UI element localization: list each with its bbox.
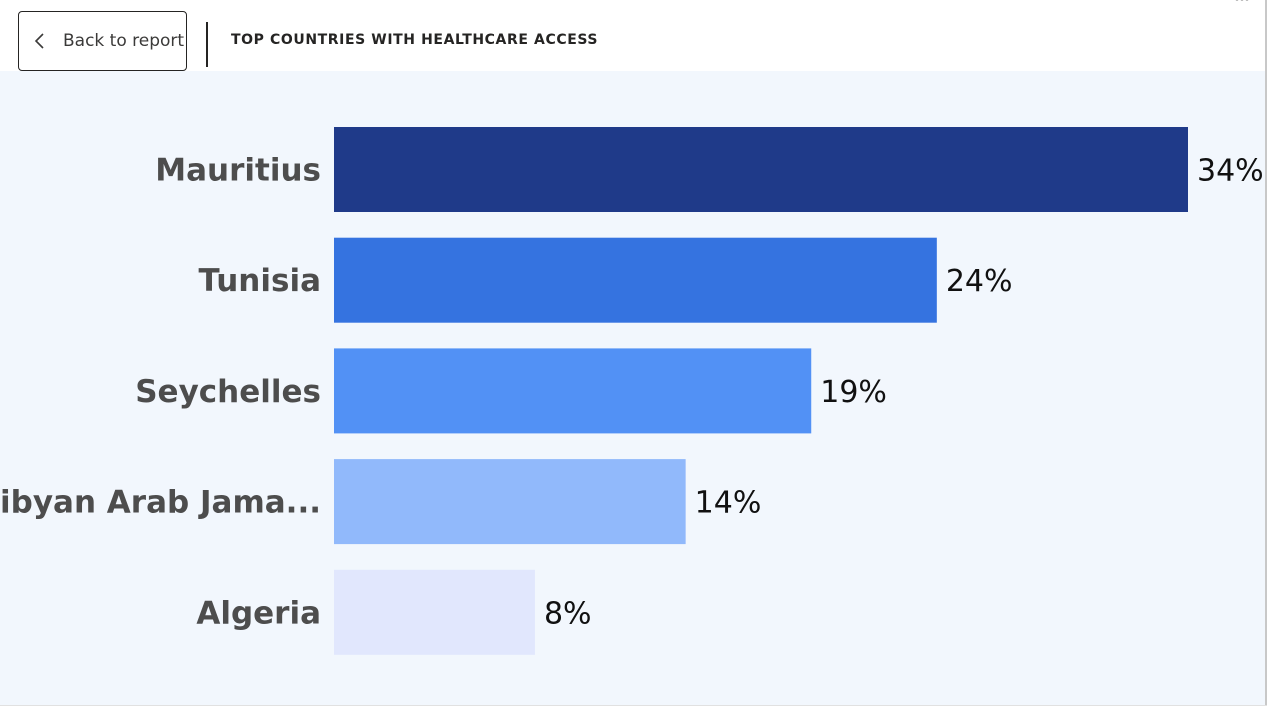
bar-4[interactable] [334,569,535,655]
category-label-1: Tunisia [198,263,321,299]
value-label-0: 34% [1197,154,1264,189]
visual-right-border [1265,0,1267,706]
more-options-icon[interactable] [1235,0,1249,1]
category-label-3: Libyan Arab Jama... [0,485,321,521]
category-label-4: Algeria [196,595,321,631]
value-label-1: 24% [946,264,1013,299]
visual-header-icons [1235,0,1249,1]
value-label-3: 14% [695,486,762,521]
bar-0[interactable] [334,127,1188,212]
chart-area: Mauritius 34% Tunisia 24% Seychelles 19% Libya… [0,71,1265,705]
value-label-2: 19% [820,375,887,410]
visual-header: Back to report TOP COUNTRIES WITH HEALTH… [0,0,1267,71]
bar-1[interactable] [334,237,937,323]
header-divider [206,22,208,67]
value-label-4: 8% [544,596,592,631]
bar-2[interactable] [334,348,812,434]
category-label-0: Mauritius [155,153,321,189]
bar-3[interactable] [334,459,686,545]
visual-title: TOP COUNTRIES WITH HEALTHCARE ACCESS [231,32,599,48]
chevron-left-icon [34,33,44,49]
back-to-report-button[interactable]: Back to report [18,11,187,71]
category-label-2: Seychelles [135,374,321,410]
bar-chart: Mauritius 34% Tunisia 24% Seychelles 19% Libya… [0,127,1264,655]
back-to-report-label: Back to report [63,31,185,51]
